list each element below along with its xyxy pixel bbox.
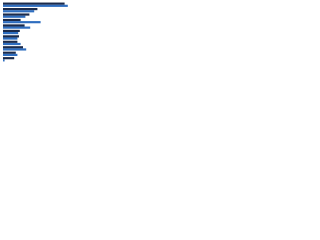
bar [3,13,30,16]
bar [3,57,15,60]
bar [3,32,19,35]
bar [3,10,35,13]
bar [3,53,18,56]
bar [3,18,21,22]
bar [3,42,21,46]
bar [3,15,26,18]
bar [3,48,27,51]
bar [3,59,5,62]
chart [3,2,68,62]
bar [3,21,41,24]
bar [3,29,20,32]
bar [3,24,25,27]
bar [3,8,38,11]
bar [3,4,68,7]
bar [3,35,19,38]
bar [3,26,31,29]
bar [3,40,18,43]
bar [3,37,18,40]
bar [3,2,65,5]
bar [3,51,16,54]
bar [3,46,23,49]
